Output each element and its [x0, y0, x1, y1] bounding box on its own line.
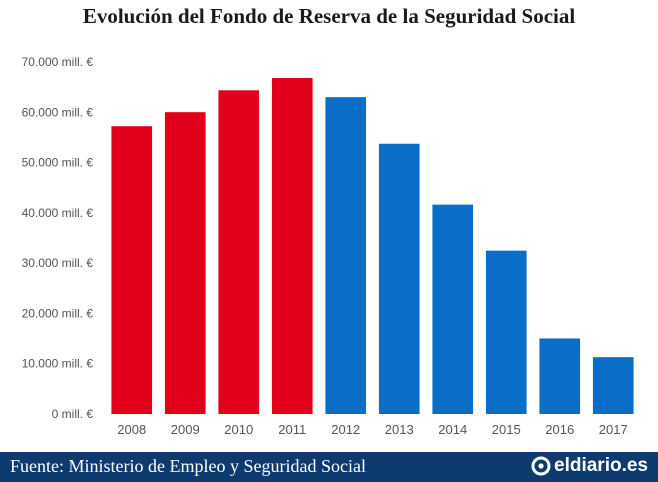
y-tick-label: 30.000 mill. € [22, 256, 94, 270]
x-tick-label: 2015 [492, 422, 521, 437]
bar-2011 [271, 78, 313, 415]
eldiario-logo: eldiario.es [531, 455, 648, 477]
x-tick-label: 2017 [599, 422, 628, 437]
x-tick-label: 2013 [385, 422, 414, 437]
bar-2017 [592, 357, 634, 414]
source-text: Fuente: Ministerio de Empleo y Seguridad… [10, 456, 366, 476]
bar-2012 [325, 97, 367, 414]
y-tick-label: 50.000 mill. € [22, 156, 94, 170]
chart-title: Evolución del Fondo de Reserva de la Seg… [82, 4, 576, 28]
y-tick-label: 40.000 mill. € [22, 206, 94, 220]
bar-2010 [218, 90, 260, 415]
bar-2009 [164, 112, 206, 415]
footer-bar: Fuente: Ministerio de Empleo y Seguridad… [0, 452, 658, 482]
bar-2016 [539, 338, 581, 414]
y-tick-label: 70.000 mill. € [22, 55, 94, 69]
bar-2013 [378, 143, 420, 415]
x-tick-label: 2010 [224, 422, 253, 437]
y-tick-label: 10.000 mill. € [22, 357, 94, 371]
bar-2014 [432, 204, 474, 414]
bar-2008 [111, 126, 153, 414]
y-tick-label: 20.000 mill. € [22, 306, 94, 320]
x-tick-label: 2008 [117, 422, 146, 437]
x-tick-label: 2014 [438, 422, 467, 437]
x-tick-label: 2009 [171, 422, 200, 437]
x-tick-label: 2011 [278, 422, 306, 437]
logo-text: eldiario.es [554, 455, 648, 476]
bar-chart: 0 mill. € 10.000 mill. € 20.000 mill. € 30.… [22, 55, 634, 437]
y-tick-label: 60.000 mill. € [22, 105, 94, 119]
bar-2015 [485, 250, 527, 414]
x-tick-label: 2016 [545, 422, 574, 437]
y-tick-label: 0 mill. € [52, 407, 94, 421]
eldiario-logo-icon [531, 456, 551, 476]
x-tick-label: 2012 [331, 422, 360, 437]
